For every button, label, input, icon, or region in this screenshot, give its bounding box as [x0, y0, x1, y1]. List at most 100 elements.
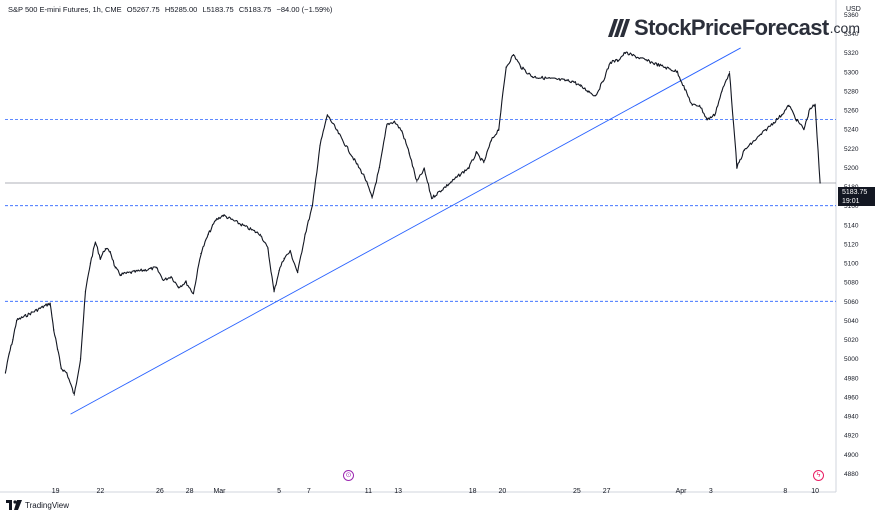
earnings-marker-icon[interactable]: ⊙: [343, 470, 354, 481]
price-tick-label: 5160: [844, 203, 859, 210]
price-point: [49, 302, 51, 304]
price-point: [520, 66, 522, 68]
currency-label[interactable]: USD: [846, 6, 861, 13]
time-tick-label: 18: [469, 488, 477, 495]
price-point: [423, 168, 425, 170]
price-point: [803, 128, 805, 130]
price-point: [222, 214, 224, 216]
change-value: −84.00 (−1.59%): [276, 5, 333, 14]
price-point: [170, 275, 172, 278]
time-tick-label: 3: [709, 488, 713, 495]
price-point: [304, 233, 306, 235]
price-point: [736, 166, 738, 169]
price-point: [267, 248, 269, 250]
price-point: [699, 104, 701, 106]
time-tick-label: 13: [394, 488, 402, 495]
price-point: [788, 104, 790, 106]
price-point: [531, 76, 533, 78]
close-value: C5183.75: [238, 5, 272, 14]
time-tick-label: 19: [52, 488, 60, 495]
price-point: [393, 120, 396, 123]
time-tick-label: 10: [811, 488, 819, 495]
price-point: [185, 281, 187, 283]
price-point: [73, 394, 75, 396]
tradingview-label: TradingView: [25, 500, 70, 510]
low-value: L5183.75: [202, 5, 234, 14]
price-point: [99, 257, 101, 259]
price-tick-label: 5140: [844, 222, 859, 229]
price-point: [53, 329, 55, 331]
price-tick-label: 5220: [844, 146, 859, 153]
price-point: [364, 176, 366, 178]
price-point: [104, 248, 106, 250]
price-point: [177, 286, 180, 288]
price-tick-label: 5100: [844, 261, 859, 268]
time-tick-label: 25: [573, 488, 581, 495]
time-tick-label: 26: [156, 488, 164, 495]
time-tick-label: 22: [96, 488, 104, 495]
price-point: [587, 90, 589, 92]
time-tick-label: 11: [365, 488, 372, 495]
price-point: [8, 353, 10, 355]
price-point: [15, 319, 18, 322]
time-tick-label: 20: [499, 488, 507, 495]
symbol-label: S&P 500 E-mini Futures, 1h, CME: [8, 5, 122, 14]
price-point: [728, 71, 731, 73]
price-point: [114, 267, 116, 269]
price-tick-label: 4960: [844, 394, 859, 401]
price-point: [602, 80, 604, 83]
price-series-line: [4, 51, 821, 395]
price-tick-label: 5300: [844, 69, 859, 76]
last-price-value: 5183.75: [842, 189, 868, 196]
price-point: [311, 205, 314, 207]
price-tick-label: 4900: [844, 452, 859, 459]
price-point: [743, 149, 745, 151]
stockpriceforecast-logo: StockPriceForecast .com: [608, 15, 860, 41]
price-point: [676, 71, 678, 73]
dividend-marker-icon[interactable]: ϟ: [813, 470, 824, 481]
price-point: [684, 88, 686, 90]
price-point: [609, 61, 611, 63]
price-point: [781, 114, 783, 116]
price-point: [192, 293, 195, 295]
logo-slashes-icon: [608, 19, 630, 37]
price-point: [371, 197, 373, 199]
time-tick-label: 27: [603, 488, 611, 495]
price-point: [297, 272, 299, 274]
price-point: [259, 233, 262, 235]
price-point: [490, 140, 492, 142]
time-tick-label: Apr: [676, 488, 688, 495]
price-tick-label: 5040: [844, 318, 859, 325]
price-point: [505, 66, 507, 68]
price-point: [215, 219, 217, 221]
price-point: [401, 130, 403, 132]
price-point: [416, 181, 418, 183]
price-point: [273, 291, 275, 293]
price-tick-label: 5260: [844, 108, 859, 115]
price-point: [579, 85, 582, 87]
price-point: [475, 152, 477, 154]
price-tick-label: 4880: [844, 471, 859, 478]
price-point: [278, 270, 280, 272]
price-tick-label: 5240: [844, 127, 859, 134]
bar-countdown: 19:01: [842, 198, 860, 205]
price-point: [572, 80, 574, 83]
price-point: [84, 291, 87, 293]
tradingview-footer[interactable]: TradingView: [6, 500, 69, 510]
price-point: [594, 95, 597, 97]
price-point: [66, 372, 68, 374]
price-point: [289, 251, 291, 253]
price-point: [207, 233, 209, 235]
price-point: [79, 358, 82, 360]
price-tick-label: 5320: [844, 50, 859, 57]
time-tick-label: 7: [307, 488, 311, 495]
time-tick-label: 28: [186, 488, 194, 495]
price-tick-label: 4940: [844, 414, 859, 421]
price-tick-label: 5060: [844, 299, 859, 306]
price-tick-label: 5280: [844, 88, 859, 95]
price-point: [319, 144, 321, 147]
time-tick-label: 5: [277, 488, 281, 495]
price-point: [483, 162, 485, 164]
price-tick-label: 4980: [844, 375, 859, 382]
